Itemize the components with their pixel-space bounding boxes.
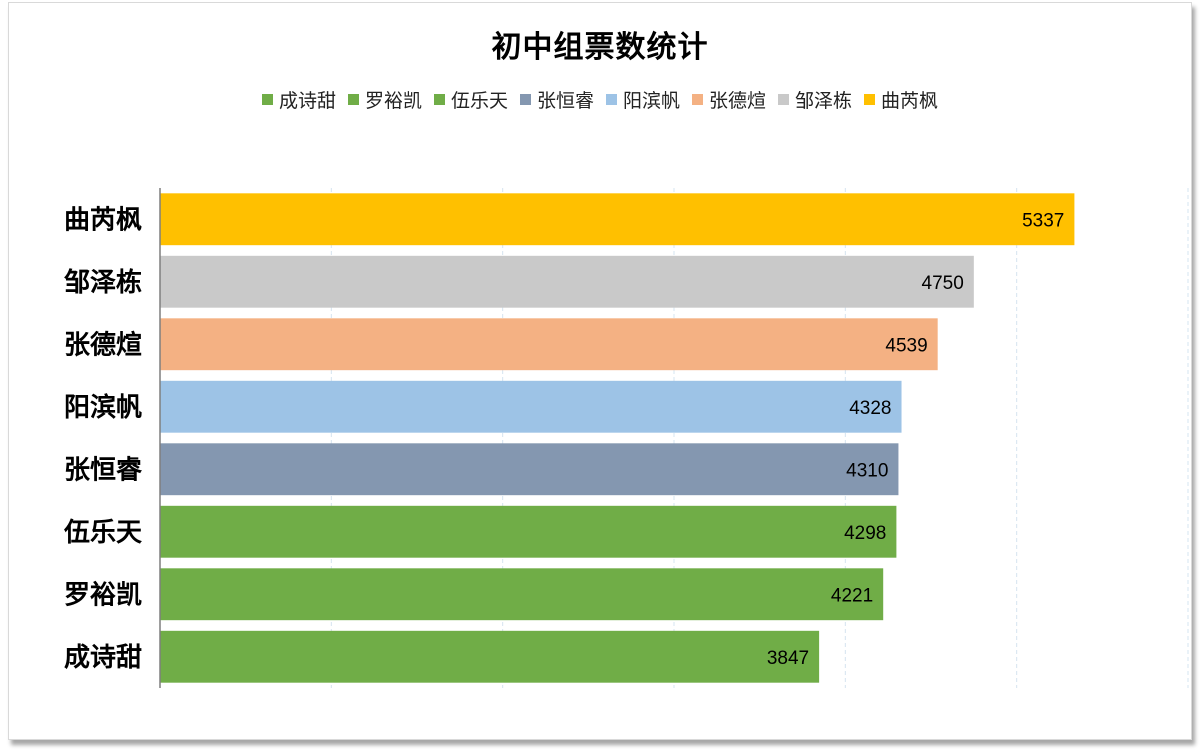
legend-label: 张恒睿 [536,90,594,112]
category-label: 阳滨帆 [64,392,142,423]
bar [160,255,974,308]
data-label: 4539 [885,335,927,356]
legend-swatch [778,94,790,105]
legend-item: 曲芮枫 [864,86,938,113]
legend-label: 伍乐天 [450,90,508,112]
bar [160,568,884,621]
data-label: 3847 [767,648,809,669]
data-label: 4750 [922,273,964,294]
legend-item: 张德煊 [692,86,766,113]
legend-label: 曲芮枫 [881,90,939,112]
bar [160,318,938,371]
legend-label: 罗裕凯 [364,90,422,112]
legend-item: 邹泽栋 [778,86,852,113]
legend-swatch [261,94,273,105]
legend-swatch [347,94,359,105]
data-label: 5337 [1022,210,1064,231]
legend-swatch [606,94,617,105]
category-label: 邹泽栋 [64,267,142,298]
data-label: 4221 [831,585,873,606]
legend-label: 邹泽栋 [795,90,853,112]
legend-item: 张恒睿 [519,86,594,113]
category-label: 伍乐天 [64,518,142,548]
bar [160,443,899,496]
category-label: 张德煊 [64,329,142,360]
legend-label: 成诗甜 [278,90,336,112]
chart-legend: 成诗甜 罗裕凯 伍乐天 张恒睿 阳滨帆 张德煊 邹泽栋 曲芮枫 [0,86,1200,113]
category-label: 张恒睿 [64,455,143,485]
category-label: 罗裕凯 [64,579,142,610]
legend-swatch [519,94,531,105]
legend-item: 阳滨帆 [606,86,680,113]
bar [160,193,1075,246]
data-label: 4298 [844,523,886,544]
bar [160,630,820,683]
legend-label: 阳滨帆 [623,90,681,112]
category-label: 成诗甜 [64,643,142,673]
category-label: 曲芮枫 [64,205,142,235]
legend-swatch [864,94,876,105]
legend-item: 成诗甜 [261,86,336,113]
legend-swatch [692,94,704,105]
legend-item: 伍乐天 [433,86,508,113]
chart-title: 初中组票数统计 [491,30,709,65]
legend-swatch [433,94,445,105]
data-label: 4310 [846,460,888,481]
legend-item: 罗裕凯 [347,86,422,113]
bar [160,505,897,558]
bar [160,380,902,433]
legend-label: 张德煊 [709,90,767,112]
data-label: 4328 [849,398,891,419]
